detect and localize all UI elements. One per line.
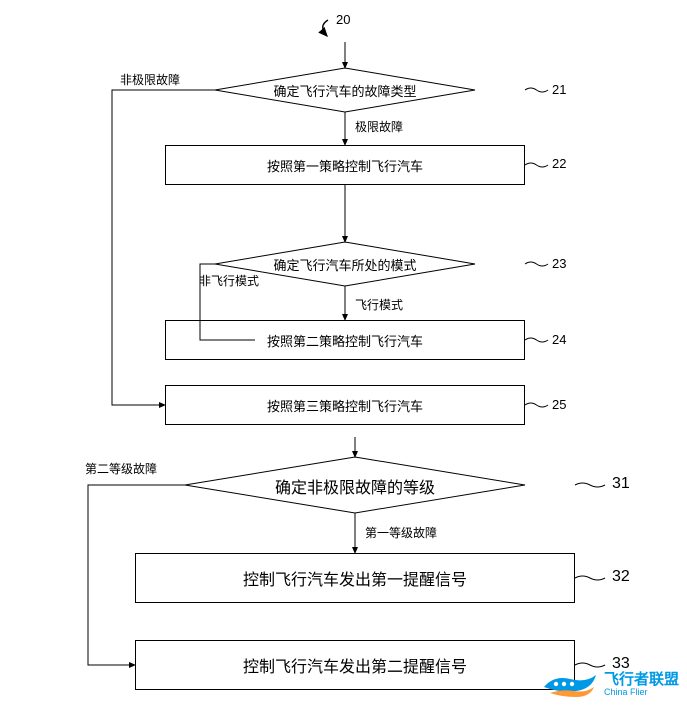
- tilde-connector: [575, 483, 605, 487]
- tilde-connector: [575, 576, 605, 580]
- tilde-connector: [525, 88, 548, 92]
- edge-label: 非飞行模式: [199, 272, 259, 289]
- logo-text-en: China Flier: [604, 688, 679, 698]
- node-number: 22: [552, 156, 566, 171]
- header-arc: [323, 20, 328, 36]
- plane-icon: [542, 667, 598, 703]
- tilde-connector: [525, 403, 548, 407]
- node-number: 31: [612, 475, 630, 493]
- edge-label: 飞行模式: [355, 296, 403, 313]
- node-number: 21: [552, 82, 566, 97]
- logo-text-cn: 飞行者联盟: [604, 672, 679, 689]
- node-text: 确定飞行汽车的故障类型: [225, 81, 465, 100]
- node-text: 确定非极限故障的等级: [235, 474, 475, 498]
- process-node: 按照第二策略控制飞行汽车: [165, 320, 525, 360]
- node-number: 24: [552, 332, 566, 347]
- node-number: 32: [612, 568, 630, 586]
- tilde-connector: [525, 163, 548, 167]
- diagram-canvas: 20 确定飞行汽车的故障类型 21 按照第一策略控制飞行汽车 22 确定飞行汽车所处的模式…: [0, 0, 687, 707]
- node-number: 25: [552, 397, 566, 412]
- site-logo: 飞行者联盟 China Flier: [542, 667, 679, 703]
- tilde-connector: [525, 338, 548, 342]
- process-node: 按照第三策略控制飞行汽车: [165, 385, 525, 425]
- tilde-connector: [525, 262, 548, 266]
- edge-label: 第二等级故障: [85, 460, 157, 477]
- process-node: 按照第一策略控制飞行汽车: [165, 145, 525, 185]
- node-number: 23: [552, 256, 566, 271]
- header-number: 20: [336, 12, 350, 27]
- process-node: 控制飞行汽车发出第一提醒信号: [135, 553, 575, 603]
- edge-label: 非极限故障: [120, 71, 180, 88]
- edge-label: 第一等级故障: [365, 524, 437, 541]
- edge-label: 极限故障: [355, 118, 403, 135]
- process-node: 控制飞行汽车发出第二提醒信号: [135, 640, 575, 690]
- node-text: 确定飞行汽车所处的模式: [225, 255, 465, 274]
